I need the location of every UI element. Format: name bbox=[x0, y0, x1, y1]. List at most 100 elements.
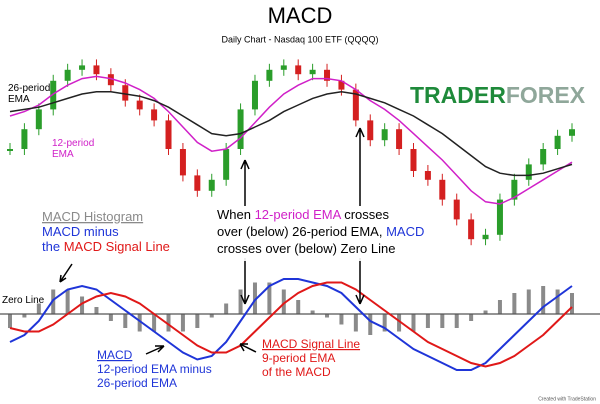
annotation: over (below) 26-period EMA, MACD bbox=[217, 224, 424, 239]
arrow bbox=[355, 258, 365, 305]
candle bbox=[453, 199, 460, 220]
candle bbox=[223, 149, 230, 180]
histogram-bar bbox=[281, 289, 286, 314]
annotation-text: the bbox=[42, 239, 64, 254]
histogram-bar bbox=[36, 303, 41, 314]
candle bbox=[396, 129, 403, 149]
annotation: 12-period bbox=[52, 138, 94, 149]
annotation-text: 26-period bbox=[8, 83, 50, 94]
plot bbox=[0, 59, 600, 371]
annotation-text: Zero Line bbox=[2, 295, 45, 306]
annotation-text: MACD Signal Line bbox=[262, 337, 360, 351]
annotation: the MACD Signal Line bbox=[42, 239, 170, 254]
histogram-bar bbox=[310, 310, 315, 314]
annotation-text: 9-period EMA bbox=[262, 351, 335, 365]
histogram-bar bbox=[22, 314, 27, 318]
candle bbox=[381, 129, 388, 141]
candle bbox=[554, 135, 561, 149]
histogram-bar bbox=[296, 300, 301, 314]
chart-title: MACD bbox=[268, 3, 333, 28]
credit: Created with TradeStation bbox=[538, 396, 596, 402]
annotation-text: 26-period EMA bbox=[97, 376, 177, 390]
histogram-bar bbox=[411, 314, 416, 332]
histogram-bar bbox=[152, 314, 157, 332]
histogram-bar bbox=[209, 314, 214, 318]
candle bbox=[21, 129, 28, 149]
annotation: MACD Histogram bbox=[42, 209, 143, 224]
candle bbox=[93, 65, 100, 75]
candle bbox=[309, 69, 316, 75]
candle bbox=[136, 100, 143, 110]
candle bbox=[295, 65, 302, 75]
annotation-text: crosses bbox=[341, 207, 390, 222]
histogram-bar bbox=[483, 310, 488, 314]
candle bbox=[468, 219, 475, 240]
candle bbox=[496, 199, 503, 235]
histogram-bar bbox=[123, 314, 128, 328]
candle bbox=[525, 164, 532, 180]
annotation: crosses over (below) Zero Line bbox=[217, 241, 395, 256]
annotation-text: EMA bbox=[8, 94, 30, 105]
histogram-bar bbox=[8, 314, 12, 328]
arrows bbox=[59, 127, 365, 355]
candle bbox=[237, 109, 244, 149]
histogram-bar bbox=[166, 314, 171, 332]
annotation-text: MACD bbox=[386, 224, 424, 239]
histogram-bar bbox=[454, 314, 459, 328]
candle bbox=[50, 80, 57, 110]
line-series bbox=[9, 91, 573, 177]
candle bbox=[107, 74, 114, 86]
histogram-bar bbox=[65, 289, 70, 314]
histogram-bar bbox=[108, 314, 113, 321]
logo: TRADERFOREX bbox=[410, 82, 586, 108]
candle bbox=[266, 69, 273, 81]
annotation-text: MACD Signal Line bbox=[64, 239, 170, 254]
histogram-bar bbox=[267, 282, 272, 314]
histogram-bar bbox=[512, 293, 517, 314]
histogram-bar bbox=[238, 289, 243, 314]
candle bbox=[424, 171, 431, 180]
annotation: MACD Signal Line bbox=[262, 337, 360, 351]
annotation-text: crosses over (below) Zero Line bbox=[217, 241, 395, 256]
arrow bbox=[240, 258, 250, 305]
candle bbox=[439, 179, 446, 200]
candle bbox=[540, 149, 547, 165]
histogram-bar bbox=[252, 282, 257, 314]
annotation: EMA bbox=[52, 149, 74, 160]
histogram-bar bbox=[339, 314, 344, 325]
histogram-bar bbox=[555, 289, 560, 314]
annotation-text: 12-period EMA minus bbox=[97, 362, 212, 376]
histogram-bar bbox=[526, 289, 531, 314]
candle bbox=[280, 65, 287, 70]
candle bbox=[367, 120, 374, 141]
histogram-bar bbox=[325, 314, 330, 318]
arrow bbox=[239, 343, 257, 353]
candle bbox=[7, 149, 13, 151]
arrow bbox=[355, 127, 365, 206]
histogram-bar bbox=[80, 296, 85, 314]
histogram-bar bbox=[368, 314, 373, 335]
arrow bbox=[145, 345, 165, 355]
annotation: When 12-period EMA crosses bbox=[217, 207, 389, 222]
histogram-bar bbox=[224, 303, 229, 314]
candle bbox=[35, 109, 42, 130]
histogram-bar bbox=[94, 307, 99, 314]
annotation-text: EMA bbox=[52, 149, 74, 160]
histogram-bar bbox=[425, 314, 430, 328]
annotation: 9-period EMA bbox=[262, 351, 335, 365]
line-series bbox=[9, 281, 573, 368]
annotation: 26-period bbox=[8, 83, 50, 94]
annotation: MACD minus bbox=[42, 224, 119, 239]
histogram-bar bbox=[497, 300, 502, 314]
annotation-text: MACD Histogram bbox=[42, 209, 143, 224]
annotation-text: MACD bbox=[42, 224, 80, 239]
candle bbox=[165, 120, 172, 149]
annotation-text: MACD bbox=[97, 348, 133, 362]
annotation: MACD bbox=[97, 348, 133, 362]
arrow bbox=[240, 159, 250, 206]
histogram-bar bbox=[469, 314, 474, 321]
histogram-bar bbox=[440, 314, 445, 328]
logo-part: TRADER bbox=[410, 82, 506, 108]
